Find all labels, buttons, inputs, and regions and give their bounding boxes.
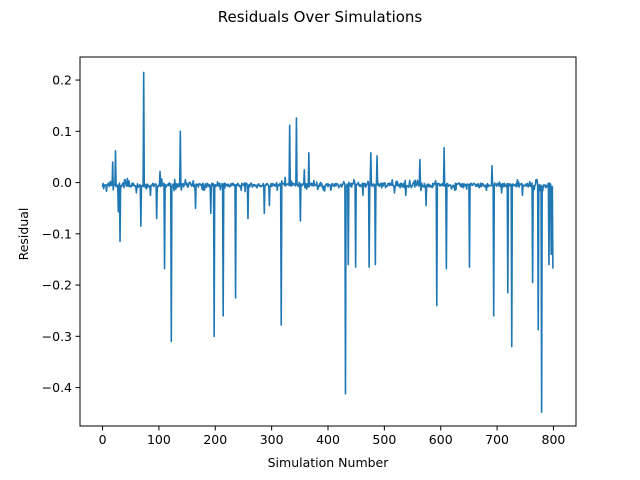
x-tick-label: 700 [485, 432, 509, 447]
x-tick-label: 300 [260, 432, 284, 447]
y-tick-label: 0.1 [52, 124, 72, 139]
x-tick-label: 500 [372, 432, 396, 447]
y-tick-label: 0.0 [52, 175, 72, 190]
y-tick-label: −0.3 [42, 329, 72, 344]
y-tick-label: −0.4 [42, 380, 72, 395]
x-axis-label: Simulation Number [268, 455, 390, 470]
x-tick-label: 400 [316, 432, 340, 447]
series-line [101, 71, 554, 413]
chart-title: Residuals Over Simulations [218, 8, 423, 26]
y-tick-label: −0.2 [42, 278, 72, 293]
plot-area: 0 100 200 300 400 500 600 700 800 −0.4 −0.3 −0.2 −0.… [42, 56, 577, 447]
x-tick-label: 0 [99, 432, 107, 447]
x-tick-label: 200 [203, 432, 227, 447]
y-axis-label: Residual [16, 208, 31, 261]
x-tick-label: 600 [429, 432, 453, 447]
x-tick-label: 100 [147, 432, 171, 447]
x-tick-label: 800 [542, 432, 566, 447]
y-tick-label: −0.1 [42, 226, 72, 241]
y-tick-label: 0.2 [52, 73, 72, 88]
